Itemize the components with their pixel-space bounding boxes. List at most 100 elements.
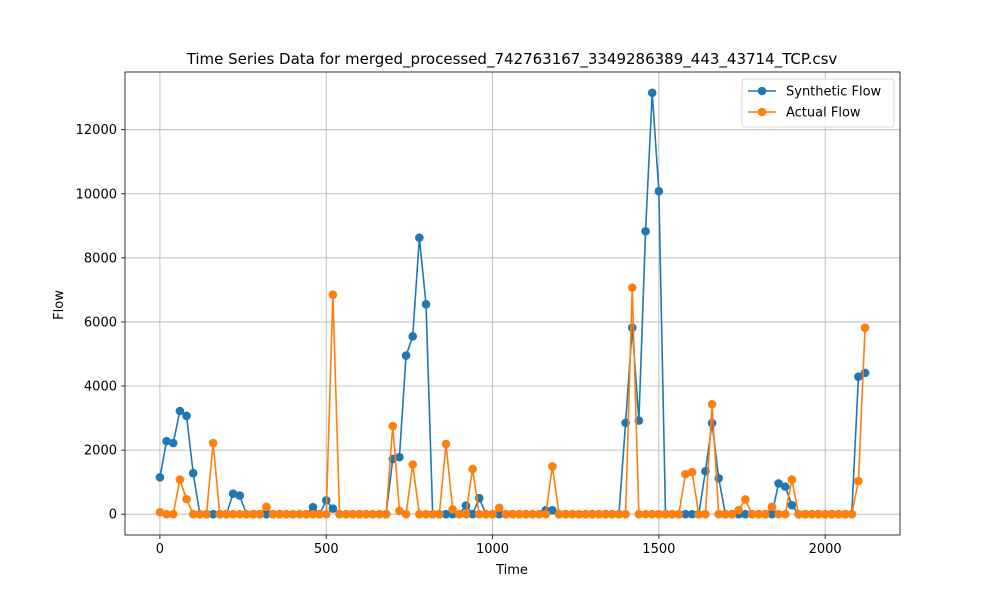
data-point — [780, 482, 790, 491]
data-point — [255, 509, 265, 519]
x-tick-label: 500 — [314, 542, 339, 557]
data-point — [355, 509, 364, 519]
data-point — [162, 436, 171, 446]
data-point — [707, 418, 717, 428]
data-point — [588, 509, 597, 519]
data-point — [395, 452, 404, 462]
data-point — [481, 509, 491, 519]
y-tick-label: 6000 — [84, 315, 117, 330]
data-point — [681, 469, 690, 479]
data-point — [275, 509, 284, 519]
data-point — [461, 501, 471, 510]
data-point — [441, 509, 451, 519]
data-point — [501, 509, 511, 519]
data-point — [401, 351, 411, 360]
data-point — [435, 509, 444, 519]
data-point — [208, 438, 218, 448]
data-point — [308, 502, 318, 512]
data-point — [834, 509, 843, 519]
data-point — [814, 509, 823, 519]
data-point — [408, 332, 418, 341]
data-point — [188, 509, 198, 519]
x-tick-label: 0 — [156, 542, 164, 557]
data-point — [568, 509, 577, 519]
y-tick-label: 12000 — [76, 123, 117, 138]
data-point — [375, 509, 384, 519]
x-tick-label: 1000 — [476, 542, 509, 557]
data-point — [288, 509, 298, 519]
data-point — [441, 439, 451, 449]
data-point — [827, 509, 837, 519]
data-point — [468, 464, 477, 474]
data-point — [421, 300, 431, 309]
data-point — [528, 509, 537, 519]
data-point — [607, 509, 617, 519]
data-point — [860, 323, 870, 332]
data-point — [854, 476, 863, 486]
x-tick-label: 1500 — [642, 542, 675, 557]
data-point — [468, 509, 477, 519]
data-point — [448, 505, 457, 514]
data-point — [780, 509, 790, 519]
data-point — [335, 509, 344, 519]
y-axis-label: Flow — [52, 290, 67, 320]
data-point — [601, 509, 610, 519]
data-point — [754, 509, 763, 519]
data-point — [494, 509, 504, 519]
data-point — [860, 368, 870, 378]
data-point — [395, 506, 404, 516]
data-point — [820, 509, 830, 519]
data-point — [182, 411, 191, 421]
legend-box — [741, 78, 895, 128]
data-point — [854, 372, 863, 382]
data-point — [175, 475, 185, 484]
data-point — [581, 509, 590, 519]
data-point — [228, 489, 238, 498]
data-point — [488, 509, 497, 519]
data-point — [707, 399, 717, 409]
data-point — [328, 504, 338, 514]
plot-series — [155, 88, 870, 519]
data-point — [721, 509, 730, 519]
data-point — [734, 505, 743, 515]
data-point — [301, 509, 311, 519]
data-point — [727, 509, 737, 519]
data-point — [714, 509, 724, 519]
data-point — [268, 509, 278, 519]
data-point — [494, 503, 504, 513]
data-point — [215, 509, 225, 519]
data-point — [235, 491, 245, 500]
data-point — [262, 502, 271, 512]
data-point — [647, 88, 657, 98]
data-point — [787, 500, 797, 510]
axes: 0 500 1000 1500 2000 0 2000 4000 6000 8000 10000 12… — [76, 123, 842, 557]
data-point — [421, 509, 431, 519]
data-point — [182, 494, 191, 504]
data-point — [807, 509, 817, 519]
data-point — [627, 283, 637, 292]
data-point — [574, 509, 584, 519]
data-point — [401, 509, 411, 519]
chart-title: Time Series Data for merged_processed_74… — [186, 50, 838, 69]
data-point — [208, 509, 218, 519]
data-point — [155, 473, 165, 482]
data-point — [321, 509, 331, 519]
data-point — [428, 509, 437, 519]
data-point — [654, 186, 664, 196]
series-1 — [155, 283, 870, 519]
data-point — [774, 509, 783, 519]
y-tick-label: 4000 — [84, 380, 117, 395]
y-tick-label: 2000 — [84, 444, 117, 459]
data-point — [315, 509, 324, 519]
data-point — [162, 509, 171, 519]
data-point — [415, 509, 424, 519]
legend-marker — [757, 86, 767, 96]
data-point — [168, 438, 178, 448]
grid — [125, 72, 900, 535]
legend: Synthetic Flow Actual Flow — [741, 78, 895, 128]
data-point — [747, 509, 757, 519]
data-point — [541, 509, 551, 519]
legend-label: Synthetic Flow — [786, 85, 882, 100]
data-point — [554, 509, 564, 519]
